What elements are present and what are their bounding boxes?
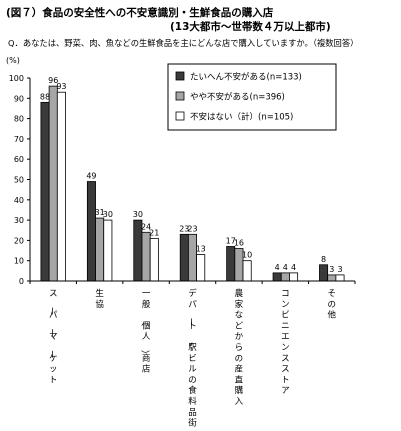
y-tick-label: 10 xyxy=(14,257,24,266)
legend-swatch xyxy=(175,111,185,121)
bar xyxy=(327,274,337,282)
y-tick-label: 90 xyxy=(14,94,24,103)
bar xyxy=(179,233,189,282)
data-label: 23 xyxy=(187,224,197,233)
data-label: 13 xyxy=(196,245,206,254)
bar xyxy=(272,272,282,282)
bar xyxy=(196,254,206,282)
bar xyxy=(187,233,197,282)
data-label: 30 xyxy=(103,210,113,219)
legend-label: やや不安がある(n=396) xyxy=(190,92,285,103)
data-label: 31 xyxy=(95,208,105,217)
bar xyxy=(103,219,113,282)
data-label: 93 xyxy=(56,82,66,91)
bar xyxy=(289,272,299,282)
y-tick-label: 30 xyxy=(14,216,24,225)
data-label: 10 xyxy=(242,251,252,260)
bar xyxy=(226,246,236,282)
bar xyxy=(56,91,66,282)
legend-swatch xyxy=(175,91,185,101)
data-label: 96 xyxy=(48,76,58,85)
data-label: 4 xyxy=(291,263,296,272)
data-label: 16 xyxy=(234,239,244,248)
data-label: 24 xyxy=(141,222,151,231)
data-label: 21 xyxy=(149,228,159,237)
bar xyxy=(280,272,290,282)
category-label: その他 xyxy=(328,289,337,321)
y-tick-label: 100 xyxy=(9,74,24,83)
legend-box xyxy=(167,63,337,131)
data-label: 49 xyxy=(86,172,96,181)
y-tick-label: 20 xyxy=(14,236,24,245)
y-tick-label: 50 xyxy=(14,176,24,185)
y-tick-label: 70 xyxy=(14,135,24,144)
y-tick-label: 60 xyxy=(14,155,24,164)
legend-label: 不安はない（計）(n=105) xyxy=(190,112,293,123)
data-label: 3 xyxy=(337,265,342,274)
legend-swatch xyxy=(175,71,185,81)
chart-title: (図７）食品の安全性への不安意識別・生鮮食品の購入店 xyxy=(6,7,274,19)
category-label: スーパーマーケット xyxy=(46,289,58,385)
y-tick-label: 0 xyxy=(19,277,24,286)
y-axis: 0 10 20 30 40 50 60 70 80 90 100 xyxy=(9,74,31,286)
chart-subtitle: (13大都市～世帯数４万以上都市) xyxy=(170,21,331,33)
data-label: 8 xyxy=(321,255,326,264)
data-label: 17 xyxy=(226,236,236,245)
legend-label: たいへん不安がある(n=133) xyxy=(190,72,302,83)
bar xyxy=(86,181,96,282)
y-tick-label: 80 xyxy=(14,115,24,124)
y-tick-label: 40 xyxy=(14,196,24,205)
x-axis xyxy=(29,280,356,284)
category-labels: スーパーマーケット 生協 一般（個人）商店 デパート・駅ビルの食料品街 農家などからの産… xyxy=(46,288,337,429)
bar xyxy=(95,217,105,282)
data-label: 3 xyxy=(329,265,334,274)
bar xyxy=(335,274,345,282)
data-label: 88 xyxy=(40,92,50,101)
bar xyxy=(319,264,329,282)
category-label: 一般（個人）商店 xyxy=(139,289,151,375)
data-label: 4 xyxy=(275,263,280,272)
category-label: デパート・駅ビルの食料品街 xyxy=(185,288,197,429)
data-label: 23 xyxy=(179,224,189,233)
category-label: 農家などからの産直購入 xyxy=(235,288,244,407)
bar xyxy=(40,101,50,282)
y-axis-label: (%) xyxy=(6,56,20,65)
data-label: 4 xyxy=(283,263,288,272)
category-label: コンビニエンスストア xyxy=(281,289,290,396)
bar xyxy=(141,231,151,282)
bar xyxy=(242,260,252,282)
bar xyxy=(48,85,58,282)
bar xyxy=(149,237,159,282)
survey-question: Q．あなたは、野菜、肉、魚などの生鮮食品を主にどんな店で購入していますか。（複数… xyxy=(8,38,359,48)
data-label: 30 xyxy=(133,210,143,219)
category-label: 生協 xyxy=(95,288,104,310)
legend: たいへん不安がある(n=133) やや不安がある(n=396) 不安はない（計）(n… xyxy=(167,63,337,131)
